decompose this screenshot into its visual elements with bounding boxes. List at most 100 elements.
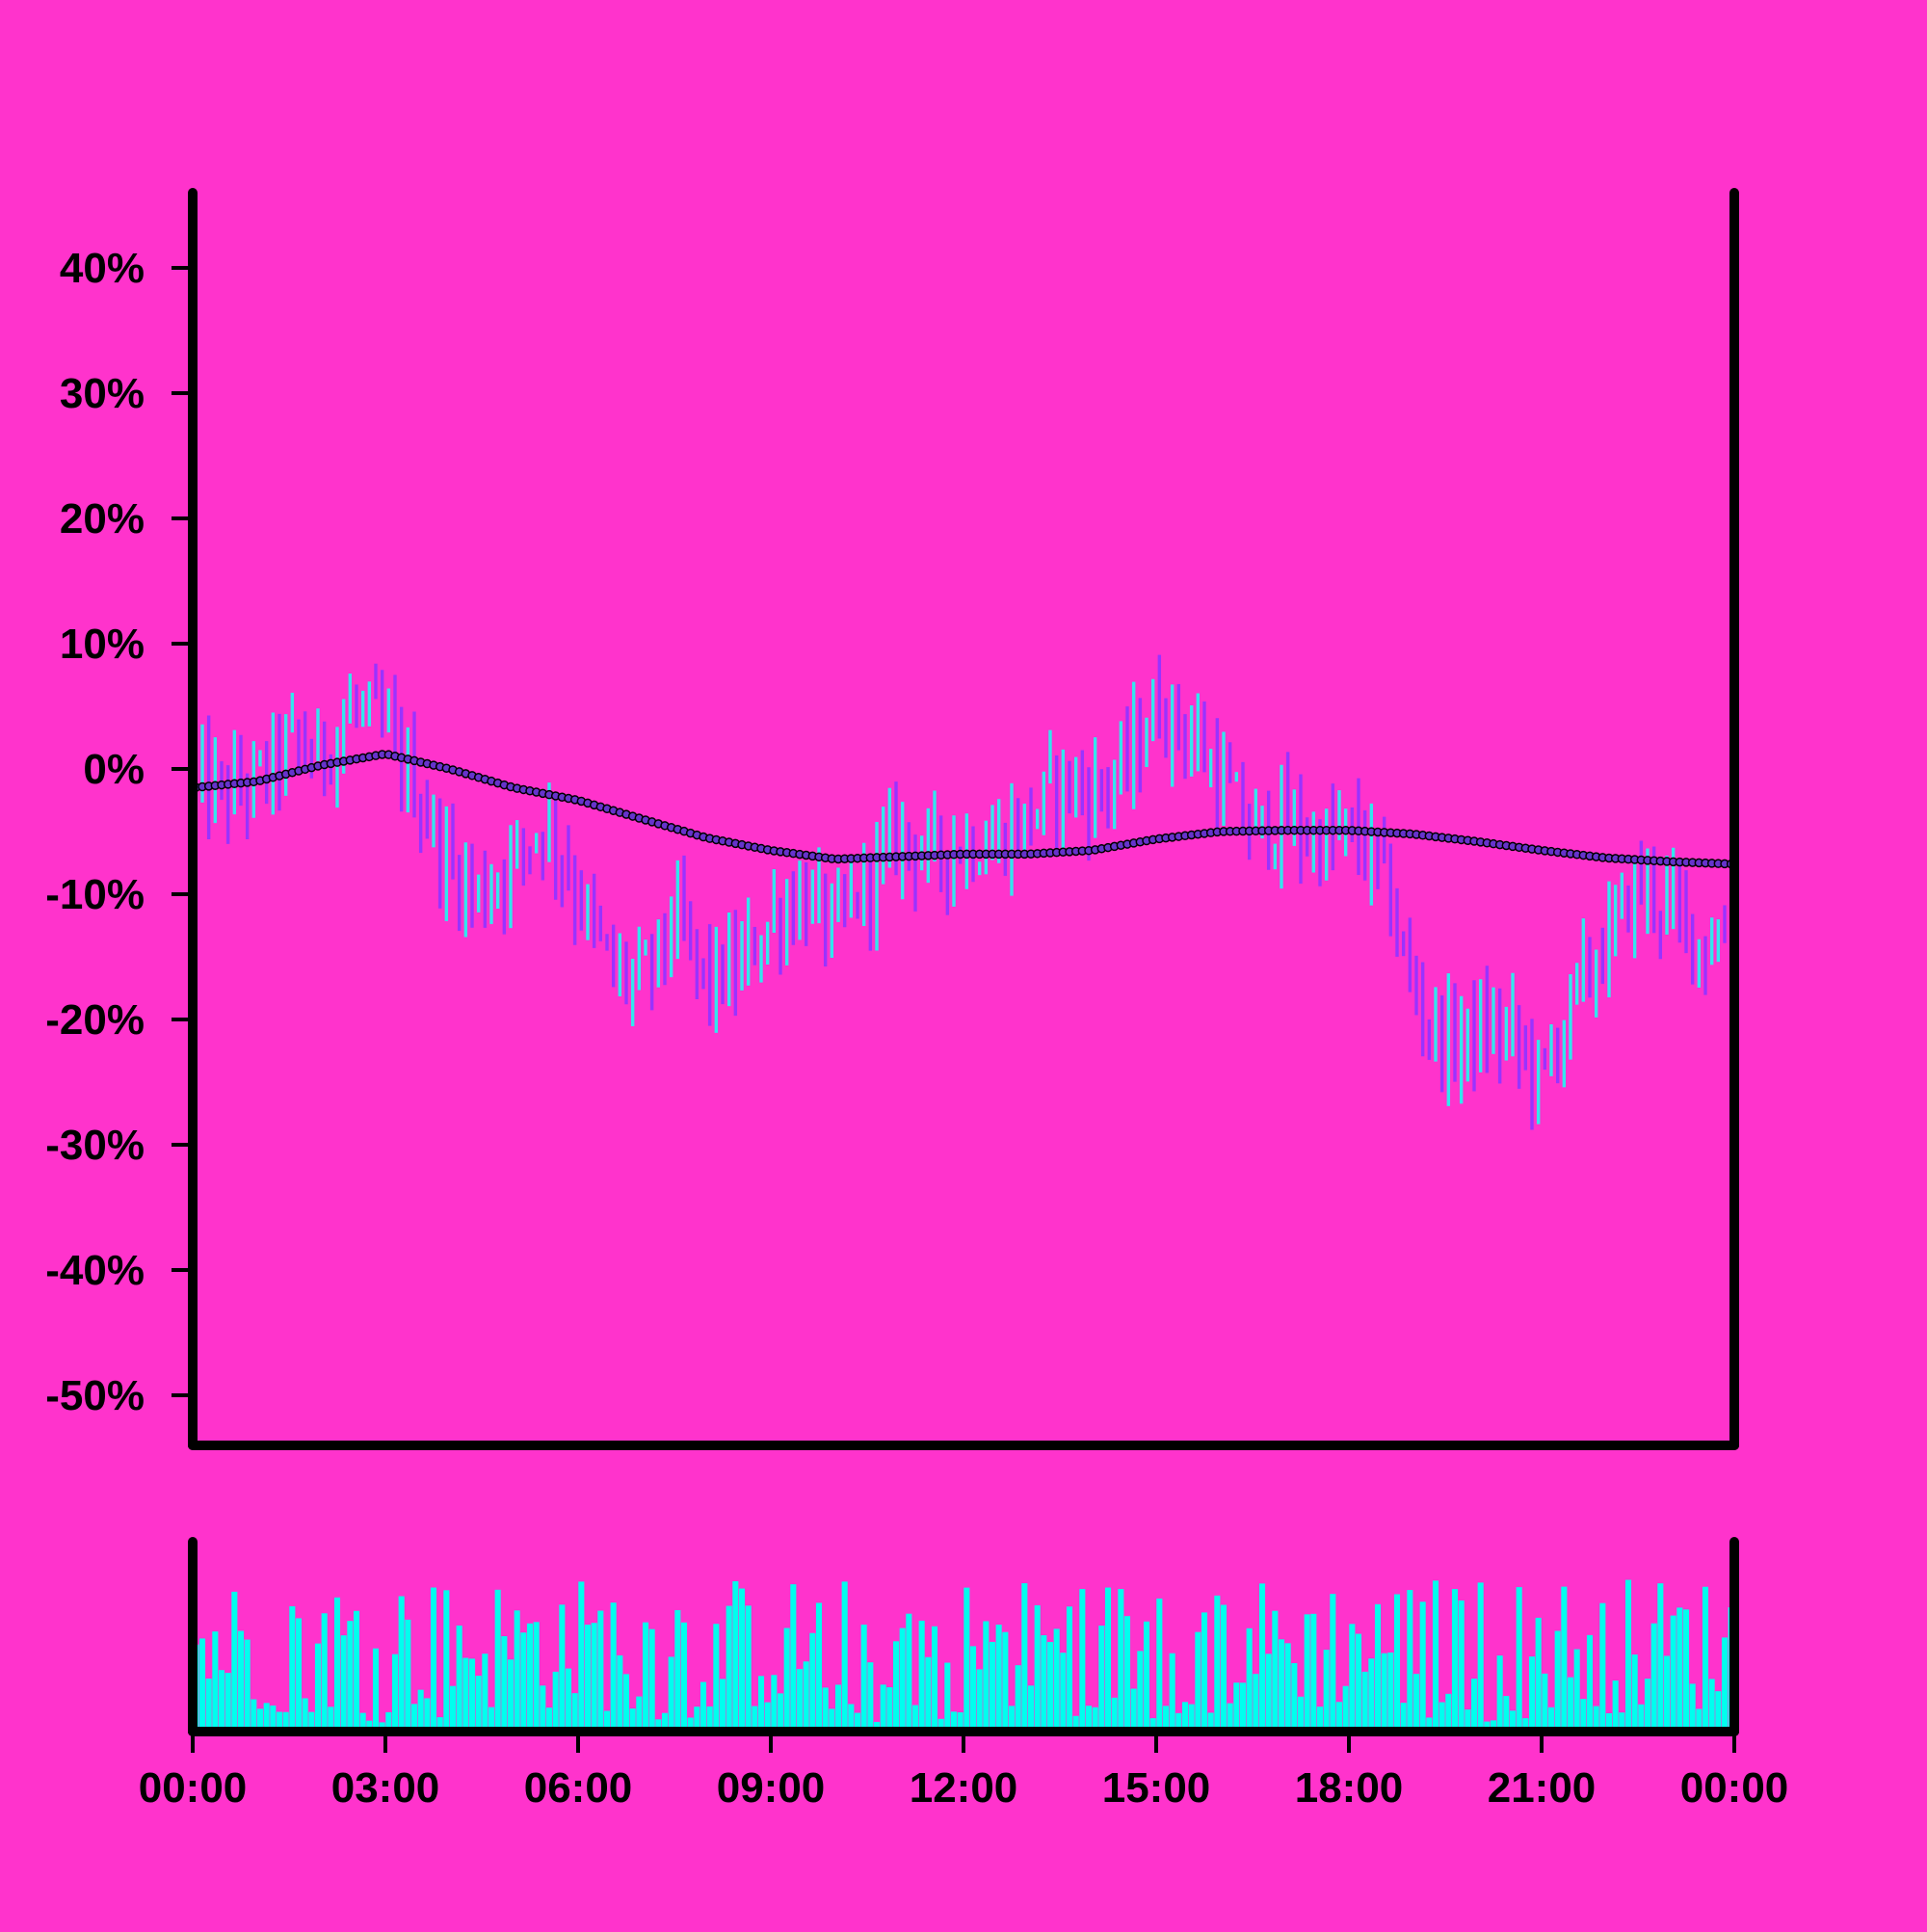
volume-bar: [796, 1669, 804, 1732]
volume-bar: [918, 1620, 925, 1732]
volume-bar: [713, 1624, 720, 1732]
volume-bars: [193, 1579, 1734, 1732]
x-tick-label: 03:00: [331, 1764, 440, 1812]
volume-bar: [603, 1710, 611, 1732]
volume-bar: [1368, 1658, 1375, 1732]
volume-bar: [1201, 1612, 1208, 1732]
volume-bar: [244, 1639, 251, 1732]
volume-bar: [482, 1654, 488, 1732]
volume-bar: [783, 1628, 790, 1732]
volume-bar: [834, 1684, 842, 1732]
volume-bar: [1272, 1610, 1279, 1732]
volume-bar: [1021, 1583, 1028, 1732]
volume-bar: [559, 1604, 566, 1732]
x-tick-label: 09:00: [717, 1764, 826, 1812]
x-tick-label: 18:00: [1295, 1764, 1404, 1812]
volume-bar: [809, 1632, 816, 1732]
volume-bar: [545, 1707, 553, 1732]
volume-bar: [1657, 1583, 1664, 1732]
volume-bar: [892, 1641, 900, 1732]
volume-bar: [565, 1668, 572, 1732]
volume-bar: [1227, 1703, 1233, 1732]
volume-bar: [578, 1581, 585, 1732]
volume-bar: [969, 1646, 977, 1732]
volume-bar: [1465, 1709, 1471, 1732]
volume-bar: [1593, 1706, 1599, 1732]
volume-bar: [1220, 1604, 1227, 1732]
volume-bar: [1439, 1702, 1445, 1732]
volume-bar: [456, 1625, 462, 1732]
volume-bar: [1265, 1654, 1272, 1732]
volume-bar: [1104, 1587, 1112, 1732]
volume-bar: [1663, 1655, 1671, 1732]
volume-bar: [764, 1702, 771, 1732]
volume-bar: [1554, 1630, 1561, 1732]
y-axis-ticks: 40% 30% 20% 10% 0% -10% -20% -30% -40% -50%: [45, 245, 189, 1419]
volume-bar: [1528, 1656, 1536, 1732]
volume-bar: [983, 1621, 990, 1732]
volume-bar: [1580, 1699, 1587, 1732]
volume-bar: [520, 1632, 527, 1732]
volume-bar: [1316, 1707, 1324, 1732]
volume-bar: [276, 1711, 283, 1732]
volume-bar: [540, 1685, 546, 1732]
volume-bar: [1419, 1601, 1426, 1732]
volume-bar: [989, 1641, 996, 1732]
volume-bar: [391, 1654, 399, 1732]
volume-bar: [976, 1669, 983, 1732]
volume-bar: [488, 1707, 495, 1732]
volume-bar: [514, 1610, 520, 1732]
volume-bar: [1496, 1655, 1503, 1732]
volume-bar: [937, 1718, 944, 1732]
volume-bar: [212, 1631, 219, 1732]
y-tick-label: -30%: [45, 1122, 145, 1169]
volume-bar: [1542, 1673, 1548, 1732]
volume-bar: [1162, 1706, 1170, 1732]
volume-bar: [757, 1676, 765, 1732]
volume-bar: [680, 1622, 688, 1732]
volume-bar: [1239, 1682, 1247, 1732]
volume-bar: [1246, 1628, 1253, 1732]
volume-bar: [430, 1587, 437, 1732]
volume-bar: [1181, 1702, 1189, 1732]
volume-bar: [648, 1628, 655, 1732]
volume-bar: [1060, 1653, 1067, 1732]
volume-bar: [790, 1584, 797, 1732]
moving-average-series: [191, 750, 1736, 869]
volume-bar: [1015, 1665, 1021, 1732]
y-tick-label: 0%: [83, 746, 145, 793]
volume-bar: [1721, 1637, 1729, 1732]
volume-bar: [1278, 1639, 1285, 1732]
volume-bar: [353, 1610, 360, 1732]
volume-bar: [1631, 1654, 1638, 1732]
x-tick-label: 21:00: [1488, 1764, 1597, 1812]
volume-bar: [251, 1699, 257, 1732]
volume-bar: [1522, 1718, 1529, 1732]
volume-bar: [700, 1681, 707, 1732]
volume-bar: [950, 1711, 958, 1732]
y-tick-label: 10%: [60, 621, 145, 668]
volume-bar: [494, 1589, 501, 1732]
volume-bar: [1072, 1715, 1079, 1732]
volume-bar: [1689, 1683, 1696, 1732]
volume-bar: [1676, 1607, 1683, 1732]
volume-bar: [944, 1662, 951, 1732]
volume-bar: [1708, 1679, 1715, 1732]
volume-bar: [1484, 1721, 1491, 1732]
x-tick-label: 06:00: [524, 1764, 633, 1812]
volume-bar: [398, 1596, 405, 1732]
volume-bar: [1605, 1713, 1613, 1732]
y-tick-label: 20%: [60, 495, 145, 543]
volume-bar: [571, 1693, 578, 1732]
volume-bar: [1284, 1643, 1291, 1732]
volume-bar: [1066, 1606, 1073, 1732]
volume-bar: [1207, 1712, 1214, 1732]
volume-bar: [906, 1613, 912, 1732]
volume-bar: [719, 1679, 726, 1732]
volume-bar: [1624, 1579, 1632, 1732]
volume-bar: [1297, 1696, 1305, 1732]
volume-bar: [1195, 1631, 1201, 1732]
volume-bar: [1490, 1720, 1497, 1732]
volume-bar: [552, 1671, 559, 1732]
